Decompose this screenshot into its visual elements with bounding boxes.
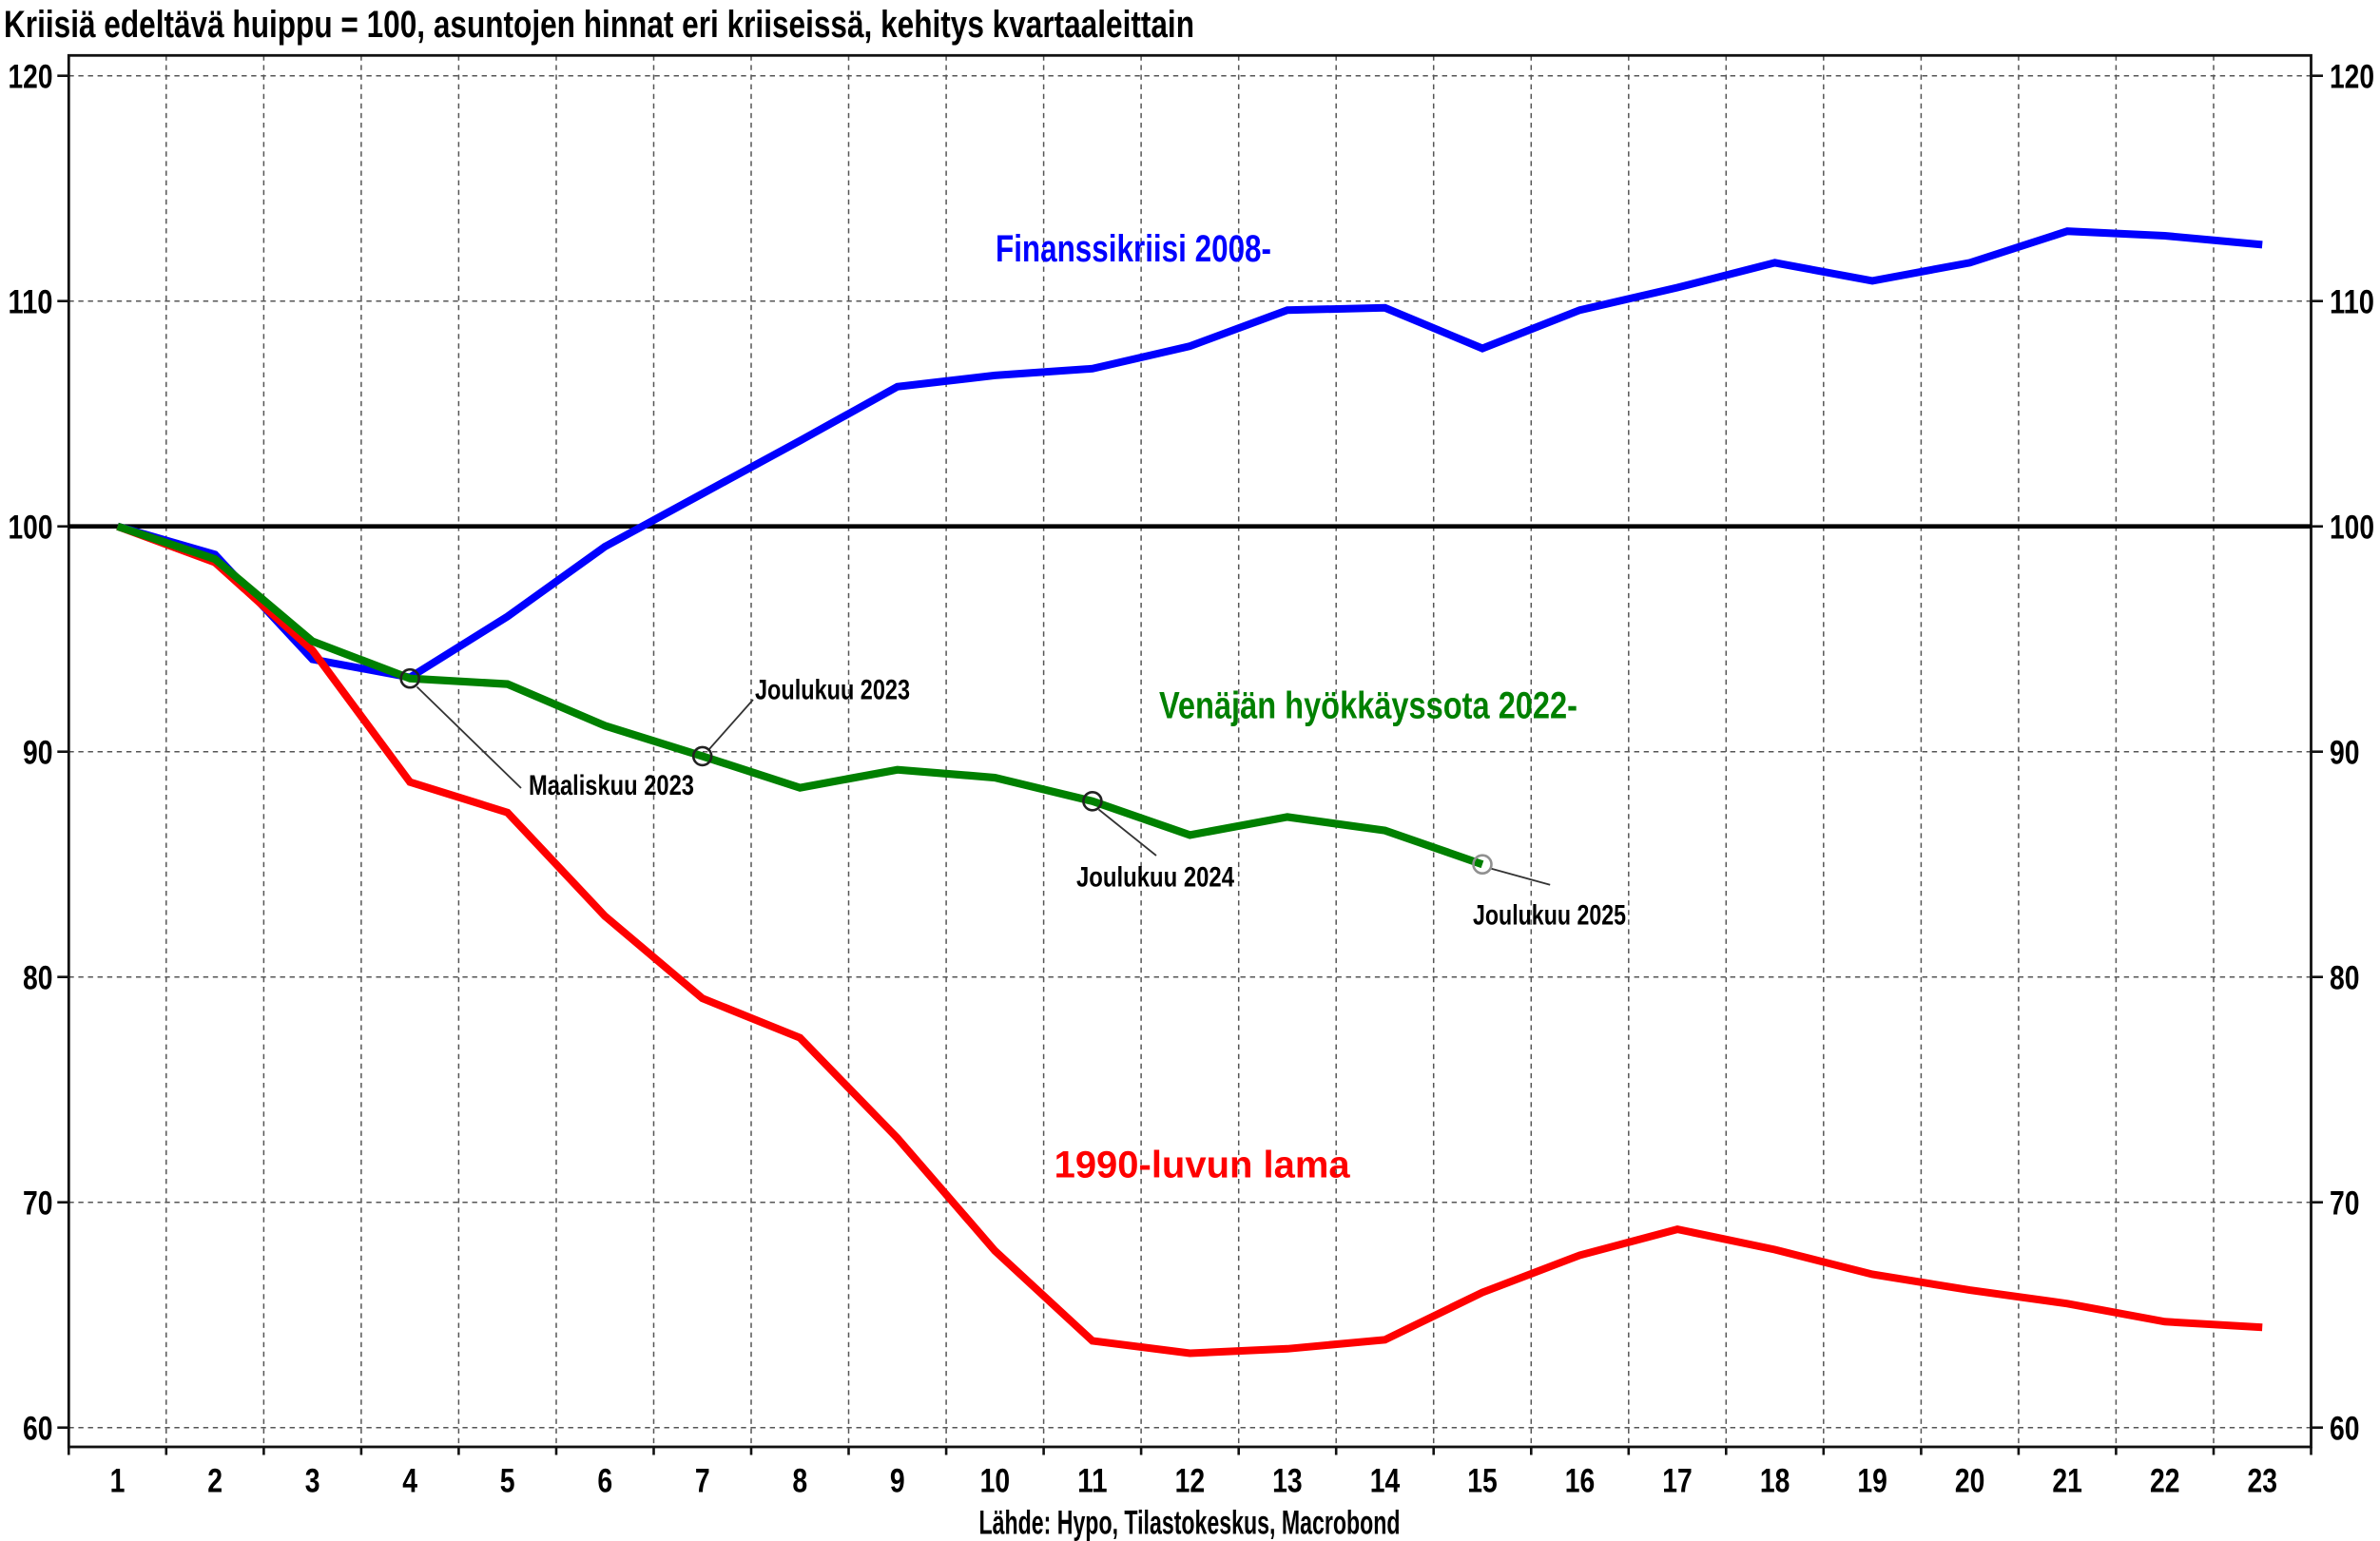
svg-text:8: 8: [792, 1463, 807, 1500]
svg-text:5: 5: [500, 1463, 515, 1500]
svg-text:1: 1: [110, 1463, 126, 1500]
svg-text:90: 90: [23, 734, 53, 771]
svg-text:3: 3: [305, 1463, 320, 1500]
svg-text:Kriisiä edeltävä huippu = 100,: Kriisiä edeltävä huippu = 100, asuntojen…: [4, 4, 1194, 46]
svg-text:70: 70: [2330, 1185, 2360, 1222]
svg-text:12: 12: [1175, 1463, 1206, 1500]
svg-text:9: 9: [890, 1463, 905, 1500]
svg-text:17: 17: [1662, 1463, 1693, 1500]
svg-text:110: 110: [2330, 283, 2374, 320]
svg-text:1990-luvun lama: 1990-luvun lama: [1055, 1144, 1351, 1185]
svg-text:10: 10: [980, 1463, 1011, 1500]
svg-text:Joulukuu 2023: Joulukuu 2023: [755, 675, 910, 706]
svg-text:80: 80: [2330, 959, 2360, 996]
svg-text:14: 14: [1370, 1463, 1401, 1500]
svg-text:6: 6: [597, 1463, 612, 1500]
svg-text:Joulukuu 2025: Joulukuu 2025: [1473, 899, 1626, 931]
svg-text:60: 60: [2330, 1410, 2360, 1447]
svg-text:120: 120: [9, 58, 53, 95]
svg-text:Finanssikriisi 2008-: Finanssikriisi 2008-: [996, 228, 1271, 270]
svg-text:Joulukuu 2024: Joulukuu 2024: [1076, 862, 1234, 894]
svg-text:11: 11: [1077, 1463, 1108, 1500]
svg-text:13: 13: [1272, 1463, 1303, 1500]
svg-text:4: 4: [402, 1463, 417, 1500]
svg-text:18: 18: [1760, 1463, 1790, 1500]
svg-text:100: 100: [2330, 509, 2374, 546]
svg-text:Lähde: Hypo, Tilastokeskus, Ma: Lähde: Hypo, Tilastokeskus, Macrobond: [979, 1505, 1401, 1541]
svg-text:16: 16: [1565, 1463, 1596, 1500]
svg-text:Maaliskuu 2023: Maaliskuu 2023: [529, 770, 694, 801]
svg-text:20: 20: [1955, 1463, 1985, 1500]
svg-text:22: 22: [2150, 1463, 2180, 1500]
svg-text:23: 23: [2247, 1463, 2277, 1500]
svg-text:70: 70: [23, 1185, 53, 1222]
svg-text:Venäjän hyökkäyssota 2022-: Venäjän hyökkäyssota 2022-: [1159, 685, 1577, 727]
svg-text:90: 90: [2330, 734, 2360, 771]
svg-text:80: 80: [23, 959, 53, 996]
svg-text:2: 2: [207, 1463, 223, 1500]
svg-text:60: 60: [23, 1410, 53, 1447]
svg-text:110: 110: [9, 283, 53, 320]
svg-text:21: 21: [2052, 1463, 2082, 1500]
svg-text:120: 120: [2330, 58, 2374, 95]
svg-text:7: 7: [695, 1463, 710, 1500]
svg-text:15: 15: [1467, 1463, 1498, 1500]
svg-text:100: 100: [9, 509, 53, 546]
svg-text:19: 19: [1857, 1463, 1887, 1500]
